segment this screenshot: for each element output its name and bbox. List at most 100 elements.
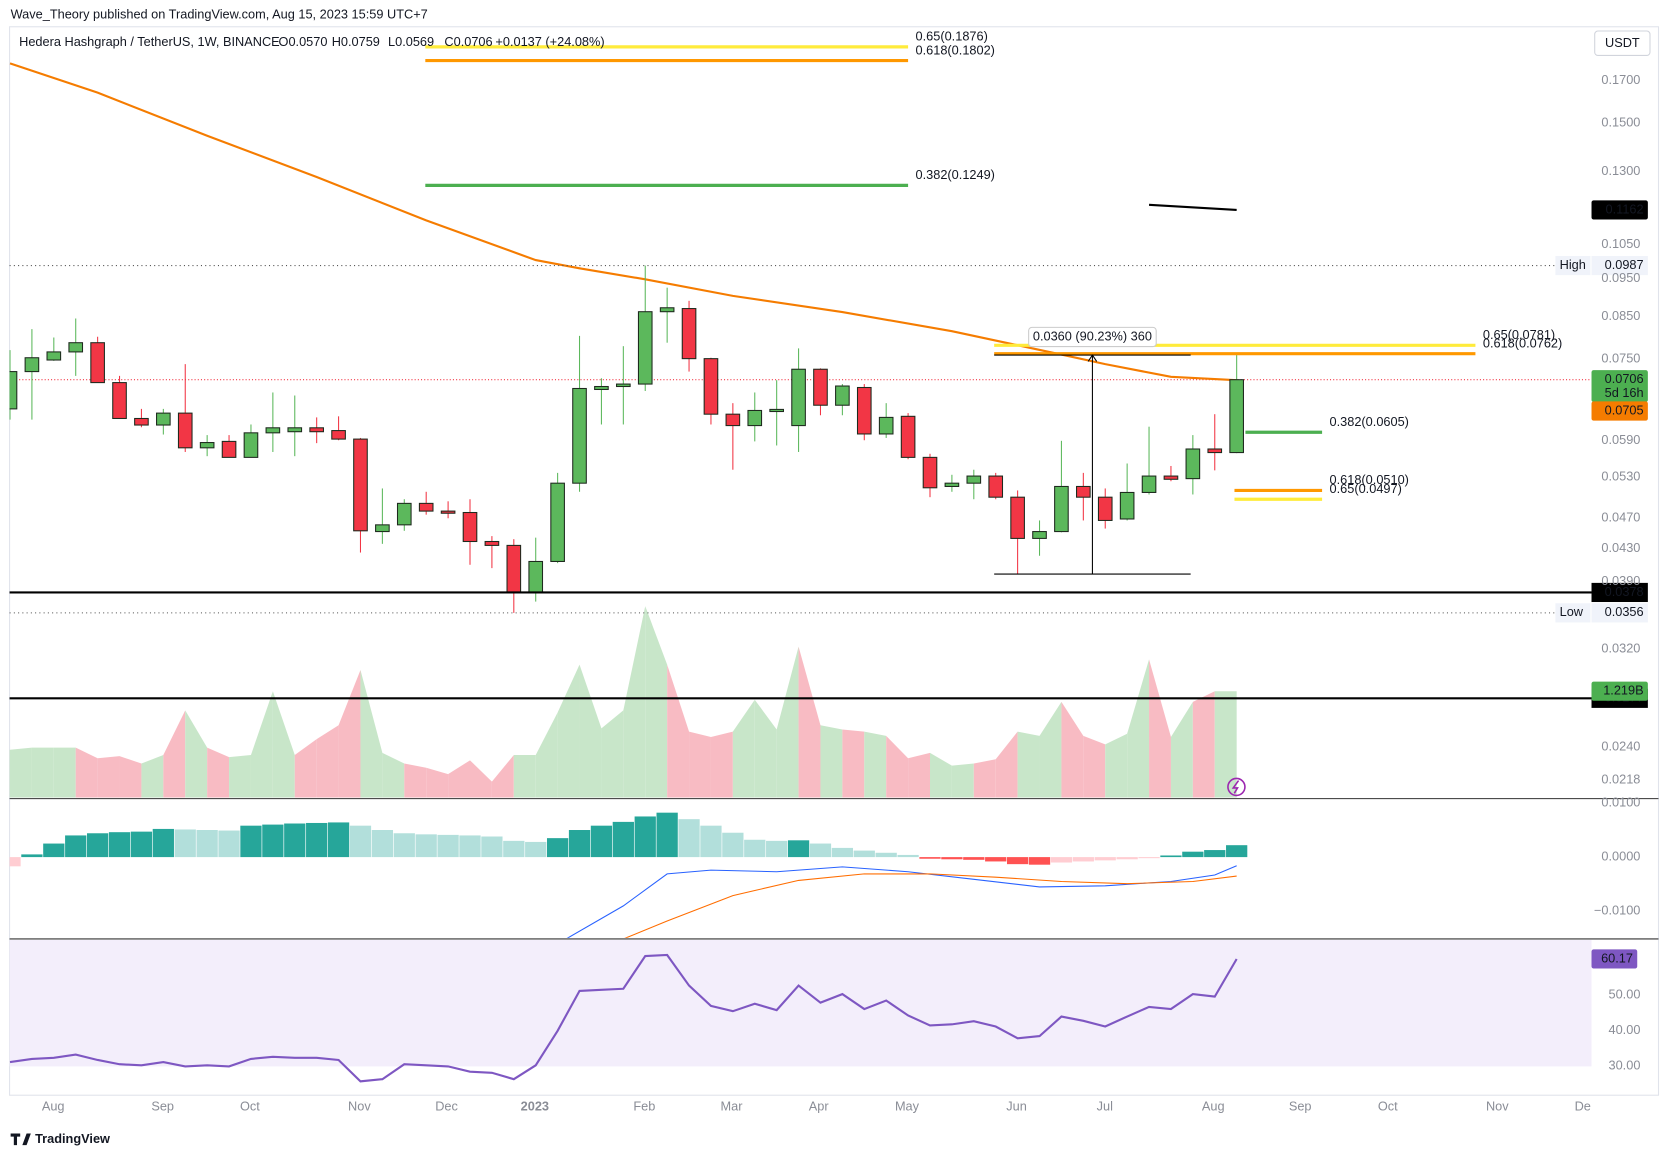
fib-label: 0.65(0.1876) [916, 29, 988, 44]
candle-body [199, 442, 215, 449]
volume-area [316, 725, 339, 798]
macd-histogram-bar [919, 857, 941, 859]
currency[interactable]: USDT [1605, 35, 1640, 50]
candle-body [156, 412, 171, 426]
candle-body [813, 368, 828, 406]
measure-arrow-head [1087, 354, 1098, 362]
legend-value: C0.0706 [444, 34, 492, 49]
macd-histogram-bar [240, 825, 262, 858]
volume-area [448, 760, 471, 798]
macd-histogram-bar [327, 822, 350, 858]
macd-histogram-bar [985, 857, 1007, 862]
volume-area [207, 747, 230, 798]
volume-area [163, 710, 186, 798]
candle-body [944, 482, 960, 487]
candle-body [46, 351, 62, 361]
macd-histogram-bar [590, 825, 613, 858]
overlay: Hedera Hashgraph / TetherUS, 1W, BINANCE… [9, 29, 1648, 969]
macd-histogram-bar [722, 832, 744, 858]
candle-body [1076, 485, 1091, 498]
volume-area [1127, 659, 1150, 798]
y-tick-label: 0.0850 [1601, 308, 1640, 323]
macd-histogram-bar [349, 825, 372, 858]
x-tick-label: Apr [809, 1098, 830, 1113]
y-tick-label: 40.00 [1609, 1022, 1641, 1037]
volume-area [995, 731, 1018, 798]
candle-body [68, 342, 84, 353]
candle-body [835, 385, 850, 406]
level-badge-box [1591, 256, 1648, 276]
rsi-badge: 60.17 [1601, 950, 1633, 965]
macd-histogram-bar [43, 843, 65, 858]
candle-body [1032, 531, 1047, 539]
volume-area [250, 691, 273, 798]
candle-body [769, 408, 784, 413]
volume-area [10, 747, 32, 798]
candle-body [24, 357, 40, 373]
macd-histogram-bar [656, 812, 678, 858]
y-tick-label: 0.0000 [1601, 848, 1640, 863]
volume-area [820, 725, 843, 798]
volume-area [426, 767, 449, 798]
volume-badge-box [1591, 681, 1648, 701]
rsi-pane [9, 939, 1592, 1083]
macd-histogram-bar [546, 838, 569, 858]
level-badge-box [1591, 582, 1648, 603]
macd-histogram-bar [437, 834, 459, 858]
y-tick-label: 0.1300 [1601, 163, 1640, 178]
candle-body [287, 427, 303, 433]
currency-box[interactable] [1594, 30, 1651, 56]
volume-area [1214, 691, 1237, 798]
countdown: 5d 16h [1605, 385, 1644, 400]
event-icon[interactable] [1227, 777, 1246, 797]
fib-label: 0.65(0.0497) [1330, 481, 1402, 496]
candle-body [1163, 475, 1179, 480]
x-tick-label: Sep [151, 1098, 174, 1113]
price-badge: 0.0705 [1605, 402, 1644, 417]
rsi-line [9, 953, 1238, 1083]
candle-body [9, 371, 18, 410]
level-tag: Low [1560, 604, 1584, 619]
candle-body [572, 387, 587, 484]
macd-histogram-bar [108, 832, 131, 858]
candle-body [331, 430, 346, 440]
brand: TradingView [35, 1131, 110, 1146]
candle-body [462, 511, 478, 543]
frame [9, 26, 1660, 1096]
volume-area [754, 699, 777, 798]
candle-body [1010, 496, 1025, 539]
candle-body [856, 386, 872, 435]
rsi-band [9, 939, 1592, 1067]
candle-body [221, 440, 237, 458]
macd-histogram-bar [1138, 857, 1160, 859]
x-tick-label: Aug [1202, 1098, 1225, 1113]
x-tick-label: Nov [348, 1098, 371, 1113]
volume-area [951, 763, 974, 798]
volume-area [1192, 691, 1215, 798]
macd-histogram-bar [1182, 851, 1204, 858]
candle-body [681, 308, 697, 360]
y-tick-label: 0.1700 [1601, 72, 1640, 87]
fib-label: 0.65(0.0781) [1483, 327, 1555, 342]
volume-area [97, 756, 120, 798]
y-tick-label: 0.0530 [1601, 469, 1640, 484]
candle-body [878, 416, 894, 435]
macd-histogram-bar [787, 840, 810, 858]
x-tick-label: Dec [435, 1098, 458, 1113]
volume-area [535, 712, 558, 798]
candle-body [528, 560, 544, 593]
fib-label: 0.382(0.1249) [916, 167, 995, 182]
y-tick-label: 0.0390 [1601, 573, 1640, 588]
x-tick-label: Oct [240, 1098, 260, 1113]
volume-area [973, 759, 996, 798]
indicator-line [1148, 203, 1237, 212]
volume-area [1061, 701, 1084, 798]
macd-histogram-bar [9, 857, 21, 867]
candle-body [791, 368, 806, 427]
volume-area [776, 646, 799, 798]
volume-area [732, 699, 755, 798]
candle-body [900, 415, 916, 458]
volume-area [601, 710, 624, 798]
macd-histogram-bar [897, 854, 919, 858]
volume-area [75, 747, 98, 798]
